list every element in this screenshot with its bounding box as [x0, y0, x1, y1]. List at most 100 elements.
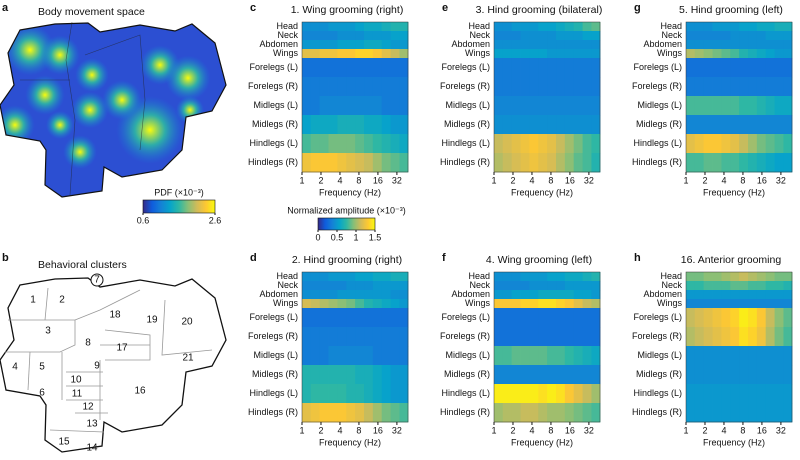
heatmap-cell — [494, 40, 504, 50]
cluster-outline — [0, 277, 227, 453]
heatmap-cell — [399, 365, 409, 385]
row-label: Forelegs (L) — [441, 62, 490, 72]
heatmap-cell — [756, 308, 767, 328]
cluster-label: 13 — [86, 419, 98, 430]
heatmap-cell — [538, 299, 548, 309]
heatmap-cell — [399, 299, 409, 309]
heatmap-cell — [364, 96, 374, 116]
heatmap-cell — [686, 403, 696, 423]
heatmap-cell — [319, 58, 329, 78]
heatmap-cell — [346, 308, 356, 328]
panel-letter: c — [250, 2, 256, 14]
heatmap-cell — [355, 58, 365, 78]
heatmap-cell — [538, 77, 548, 97]
heatmap-cell — [364, 40, 374, 50]
heatmap-cell — [748, 327, 758, 347]
row-label: Midlegs (L) — [445, 100, 490, 110]
heatmap-cell — [511, 272, 521, 282]
heatmap — [302, 22, 409, 173]
heatmap-cell — [739, 49, 749, 59]
heatmap-cell — [564, 272, 575, 282]
heatmap-cell — [364, 308, 374, 328]
panel-letter: d — [250, 252, 257, 264]
heatmap-cell — [547, 346, 557, 366]
heatmap-cell — [337, 272, 347, 282]
heatmap-cell — [511, 40, 521, 50]
heatmap-cell — [355, 22, 365, 32]
heatmap-cell — [502, 308, 513, 328]
heatmap-cell — [730, 403, 740, 423]
heatmap-cell — [319, 403, 329, 423]
heatmap-cell — [765, 290, 775, 300]
heatmap-cell — [774, 281, 784, 291]
heatmap-cell — [591, 49, 601, 59]
heatmap-cell — [556, 40, 566, 50]
heatmap-cell — [582, 40, 592, 50]
colorbar-tick-label: 2.6 — [209, 215, 222, 225]
heatmap-cell — [756, 58, 767, 78]
heatmap-cell — [547, 58, 557, 78]
heatmap-cell — [319, 96, 329, 116]
heatmap-cell — [520, 346, 530, 366]
heatmap-cell — [364, 403, 374, 423]
heatmap-cell — [783, 299, 793, 309]
cluster-label: 9 — [94, 361, 100, 372]
heatmap-frame — [685, 271, 793, 423]
row-label: Midlegs (R) — [444, 119, 490, 129]
row-label: Abdomen — [643, 39, 682, 49]
heatmap-cell — [538, 308, 548, 328]
heatmap-cell — [390, 272, 400, 282]
heatmap-cell — [582, 281, 592, 291]
heatmap-cell — [364, 290, 374, 300]
heatmap-cell — [712, 365, 722, 385]
heatmap-cell — [739, 134, 749, 154]
heatmap-cell — [739, 290, 749, 300]
heatmap-cell — [739, 22, 749, 32]
heatmap-cell — [756, 327, 767, 347]
cluster-label: 16 — [134, 386, 146, 397]
x-tick-label: 16 — [373, 175, 383, 185]
heatmap-cell — [520, 403, 530, 423]
heatmap-cell — [739, 153, 749, 173]
heatmap-cell — [346, 40, 356, 50]
heatmap-cell — [756, 290, 767, 300]
heatmap-cell — [712, 272, 722, 282]
heatmap-cell — [502, 346, 513, 366]
heatmap-cell — [364, 384, 374, 404]
heatmap-cell — [591, 40, 601, 50]
heatmap-cell — [364, 49, 374, 59]
heatmap-cell — [328, 281, 338, 291]
heatmap-cell — [547, 403, 557, 423]
heatmap-cell — [520, 134, 530, 154]
heatmap-cell — [529, 403, 539, 423]
heatmap-cell — [520, 31, 530, 41]
heatmap-cell — [502, 31, 513, 41]
heatmap-cell — [712, 58, 722, 78]
heatmap-cell — [372, 290, 383, 300]
heatmap-cell — [748, 281, 758, 291]
x-axis-label: Frequency (Hz) — [703, 187, 765, 197]
heatmap-cell — [564, 22, 575, 32]
density-blob — [25, 75, 65, 115]
density-map — [0, 23, 226, 197]
heatmap-cell — [774, 58, 784, 78]
heatmap-cell — [310, 290, 321, 300]
heatmap-cell — [774, 308, 784, 328]
heatmap-cell — [564, 77, 575, 97]
colorbar-tick-label: 0.5 — [331, 232, 344, 242]
heatmap-cell — [328, 77, 338, 97]
heatmap-cell — [774, 49, 784, 59]
heatmap-cell — [372, 22, 383, 32]
heatmap-cell — [399, 290, 409, 300]
heatmap-cell — [355, 384, 365, 404]
heatmap-cell — [556, 115, 566, 135]
heatmap-cell — [337, 153, 347, 173]
x-tick-label: 8 — [356, 425, 361, 435]
colorbar-label: PDF (×10⁻³) — [154, 187, 204, 197]
heatmap-cell — [564, 134, 575, 154]
cluster-border — [161, 299, 213, 356]
density-blob — [176, 96, 204, 124]
heatmap-cell — [511, 96, 521, 116]
heatmap-cell — [310, 299, 321, 309]
